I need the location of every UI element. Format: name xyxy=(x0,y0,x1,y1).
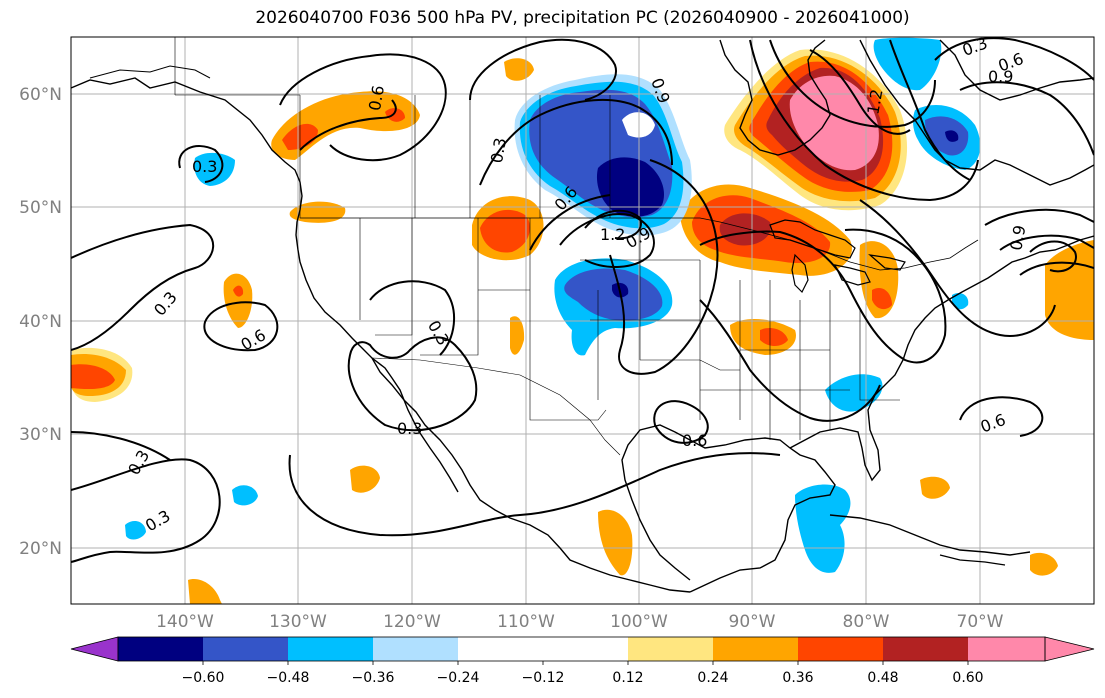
contour-label: 0.3 xyxy=(150,288,181,320)
contour-label: 0.3 xyxy=(192,157,217,176)
colorbar-extend-high xyxy=(1044,636,1095,662)
colorbar-swatch xyxy=(203,637,288,661)
colorbar-tick-label: −0.60 xyxy=(182,670,225,686)
lon-tick: 140°W xyxy=(156,612,214,632)
pv-contours xyxy=(71,37,1094,563)
lat-tick: 60°N xyxy=(19,85,62,105)
lat-tick: 30°N xyxy=(19,425,62,445)
colorbar-tick-label: −0.36 xyxy=(352,670,395,686)
precipitation-shading xyxy=(71,37,1094,604)
contour-label: 0.6 xyxy=(682,431,707,450)
map-title: 2026040700 F036 500 hPa PV, precipitatio… xyxy=(255,8,910,28)
colorbar-swatch xyxy=(118,637,203,661)
colorbar-tick-label: 0.48 xyxy=(867,670,898,686)
lon-tick: 110°W xyxy=(497,612,555,632)
colorbar-swatch xyxy=(798,637,883,661)
colorbar-swatch xyxy=(543,637,628,661)
lon-tick: 100°W xyxy=(610,612,668,632)
colorbar-tick-label: −0.48 xyxy=(267,670,310,686)
map-frame xyxy=(70,36,1095,605)
lon-tick: 120°W xyxy=(383,612,441,632)
colorbar-tick-label: −0.24 xyxy=(437,670,480,686)
colorbar-swatch xyxy=(373,637,458,661)
colorbar-swatch xyxy=(628,637,713,661)
contour-label: 1.2 xyxy=(863,88,886,116)
colorbar-swatch xyxy=(288,637,373,661)
lat-axis: 60°N 50°N 40°N 30°N 20°N xyxy=(19,85,62,559)
contour-label: 0.9 xyxy=(1006,224,1029,252)
lat-tick: 20°N xyxy=(19,539,62,559)
lon-tick: 80°W xyxy=(843,612,890,632)
colorbar-tick-label: 0.24 xyxy=(697,670,728,686)
lat-tick: 50°N xyxy=(19,198,62,218)
contour-label: 0.9 xyxy=(988,67,1013,86)
colorbar-extend-low xyxy=(70,636,119,662)
contour-label: 0.3 xyxy=(124,447,153,479)
contour-label: 0.3 xyxy=(487,136,510,164)
colorbar-swatch xyxy=(968,637,1045,661)
colorbar: −0.60 −0.48 −0.36 −0.24 −0.12 0.12 0.24 … xyxy=(70,636,1095,686)
contour-label: 0.6 xyxy=(978,410,1008,437)
coastlines-borders xyxy=(71,37,1094,593)
colorbar-swatch xyxy=(713,637,798,661)
lat-tick: 40°N xyxy=(19,312,62,332)
lon-tick: 130°W xyxy=(269,612,327,632)
colorbar-tick-label: 0.60 xyxy=(952,670,983,686)
contour-label: 1.2 xyxy=(600,225,625,244)
lon-tick: 70°W xyxy=(957,612,1004,632)
lon-tick: 90°W xyxy=(729,612,776,632)
colorbar-tick-label: 0.12 xyxy=(612,670,643,686)
colorbar-tick-label: 0.36 xyxy=(782,670,813,686)
contour-label: 0.6 xyxy=(365,84,388,112)
colorbar-swatch xyxy=(883,637,968,661)
contour-label: 0.3 xyxy=(142,506,174,535)
contour-label: 0.3 xyxy=(397,419,422,438)
contour-label: 0.6 xyxy=(996,49,1026,76)
colorbar-frame xyxy=(117,636,1046,662)
colorbar-swatch xyxy=(458,637,543,661)
colorbar-tick-label: −0.12 xyxy=(522,670,565,686)
lon-axis: 140°W 130°W 120°W 110°W 100°W 90°W 80°W … xyxy=(156,612,1004,632)
